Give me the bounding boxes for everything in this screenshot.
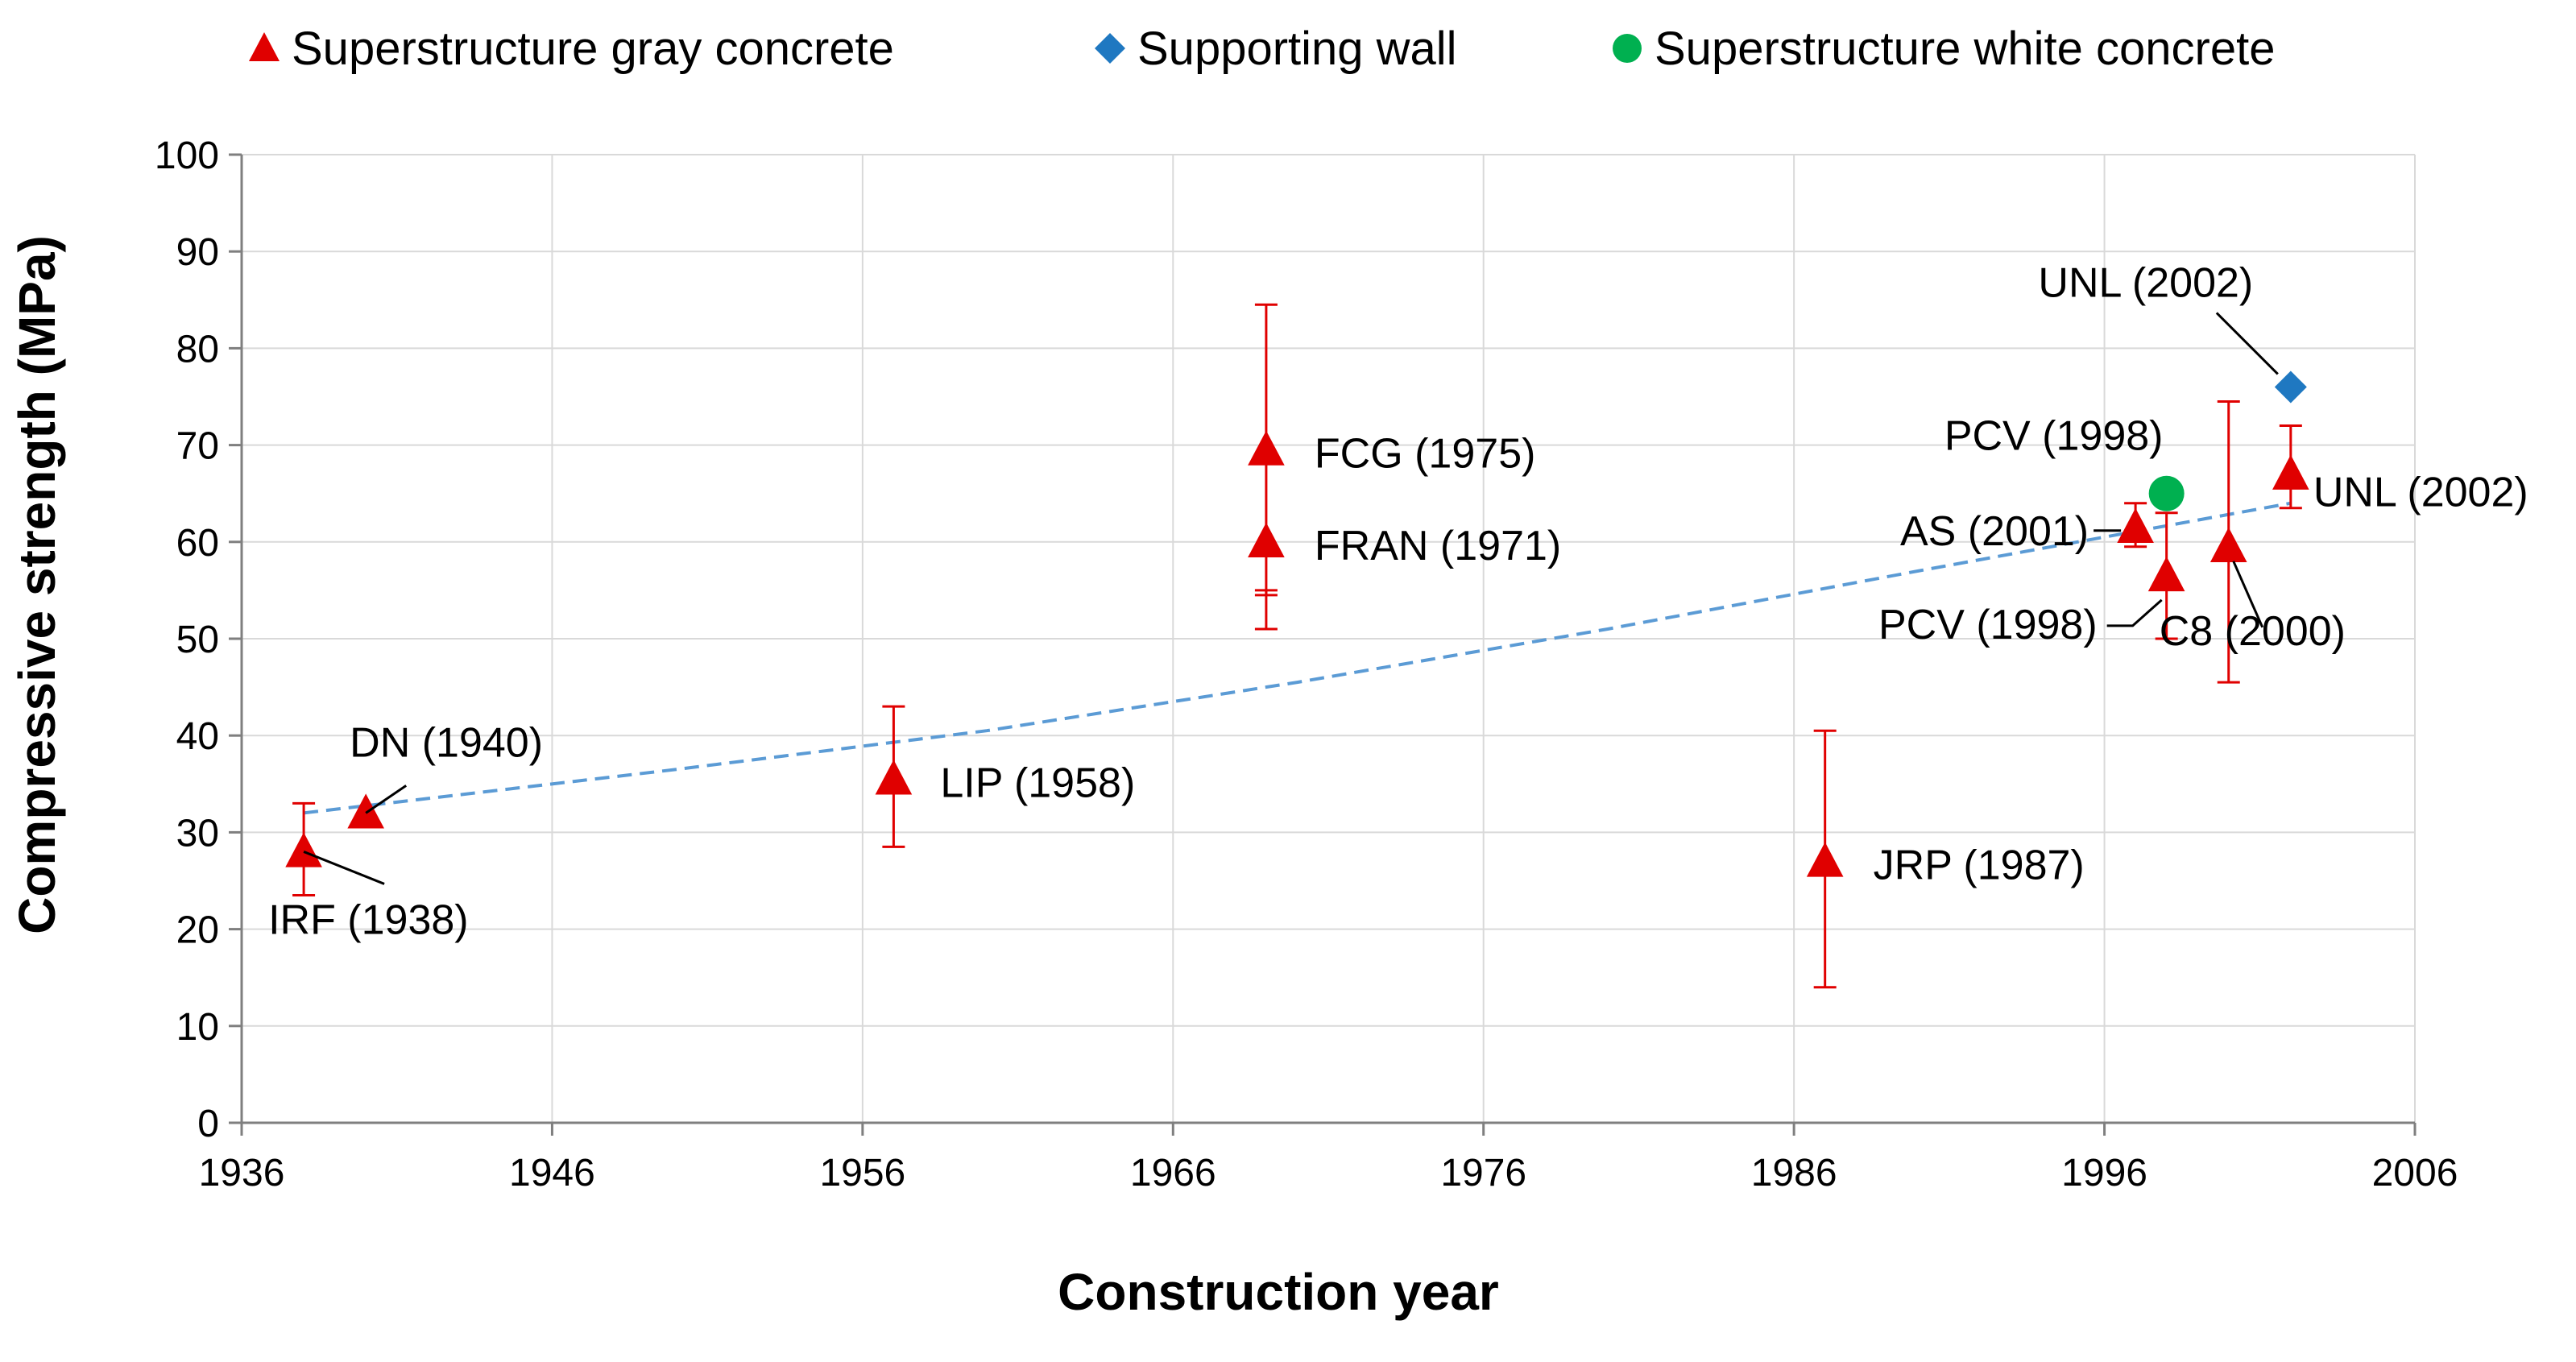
annotation-leader <box>2215 312 2279 375</box>
point-label: LIP (1958) <box>940 760 1135 806</box>
y-tick-label: 40 <box>176 715 219 758</box>
annotation-leader <box>303 851 385 885</box>
markers-layer <box>285 371 2309 877</box>
point-label: PCV (1998) <box>1878 602 2098 648</box>
point-label: UNL (2002) <box>2038 259 2253 306</box>
point-label: AS (2001) <box>1900 508 2089 555</box>
gridlines <box>242 154 2416 1123</box>
annotation-leader <box>2232 561 2264 628</box>
point-label: C8 (2000) <box>2160 608 2346 655</box>
annotations-layer: IRF (1938) DN (1940) LIP (1958) FCG (1975) F… <box>268 259 2528 943</box>
annotation-leader <box>2106 598 2163 627</box>
data-point <box>1248 430 1285 466</box>
legend-label: Superstructure white concrete <box>1655 23 2275 75</box>
x-tick-label: 1936 <box>199 1152 285 1194</box>
point-label: FRAN (1971) <box>1315 523 1561 569</box>
point-label: PCV (1998) <box>1944 413 2164 460</box>
y-tick-label: 100 <box>155 135 219 177</box>
annotation-leader <box>365 784 408 814</box>
y-tick-label: 0 <box>197 1103 219 1145</box>
y-tick-label: 30 <box>176 812 219 855</box>
y-tick-label: 80 <box>176 328 219 371</box>
point-label: UNL (2002) <box>2313 470 2528 516</box>
data-point <box>2209 527 2247 563</box>
legend-marker <box>1095 33 1125 64</box>
data-point <box>285 832 322 867</box>
point-label: DN (1940) <box>350 719 543 766</box>
data-point <box>2117 507 2154 543</box>
y-tick-label: 90 <box>176 231 219 274</box>
x-tick-label: 1986 <box>1751 1152 1837 1194</box>
legend-label: Supporting wall <box>1137 23 1457 75</box>
legend-label: Superstructure gray concrete <box>292 23 894 75</box>
x-tick-label: 1996 <box>2061 1152 2147 1194</box>
trendline <box>303 501 2292 815</box>
x-tick-label: 2006 <box>2372 1152 2458 1194</box>
data-point <box>1248 522 1285 557</box>
data-point <box>347 793 384 829</box>
y-axis-title: Compressive strength (MPa) <box>8 235 66 934</box>
legend-marker <box>1613 34 1642 63</box>
y-tick-label: 60 <box>176 522 219 565</box>
data-point <box>2148 475 2185 511</box>
legend: Superstructure gray concrete Supporting w… <box>249 23 2275 75</box>
data-point <box>2272 454 2309 490</box>
y-tick-label: 70 <box>176 425 219 468</box>
x-tick-label: 1966 <box>1130 1152 1216 1194</box>
y-tick-label: 10 <box>176 1006 219 1049</box>
x-tick-label: 1946 <box>509 1152 595 1194</box>
data-point <box>1806 842 1844 877</box>
data-point <box>875 760 913 795</box>
y-tick-label: 20 <box>176 909 219 952</box>
x-tick-label: 1976 <box>1440 1152 1526 1194</box>
x-tick-label: 1956 <box>819 1152 905 1194</box>
x-axis-title: Construction year <box>1058 1263 1499 1321</box>
point-label: IRF (1938) <box>268 896 469 943</box>
trendline-layer <box>303 501 2292 815</box>
data-point <box>2274 371 2307 404</box>
legend-marker <box>249 32 280 61</box>
data-point <box>2147 556 2185 592</box>
axes: 0 10 20 30 40 50 60 70 80 90 100 1936 1946 1956 1966 19… <box>155 135 2458 1194</box>
point-label: JRP (1987) <box>1874 842 2085 888</box>
y-tick-label: 50 <box>176 619 219 661</box>
point-label: FCG (1975) <box>1315 431 1536 478</box>
